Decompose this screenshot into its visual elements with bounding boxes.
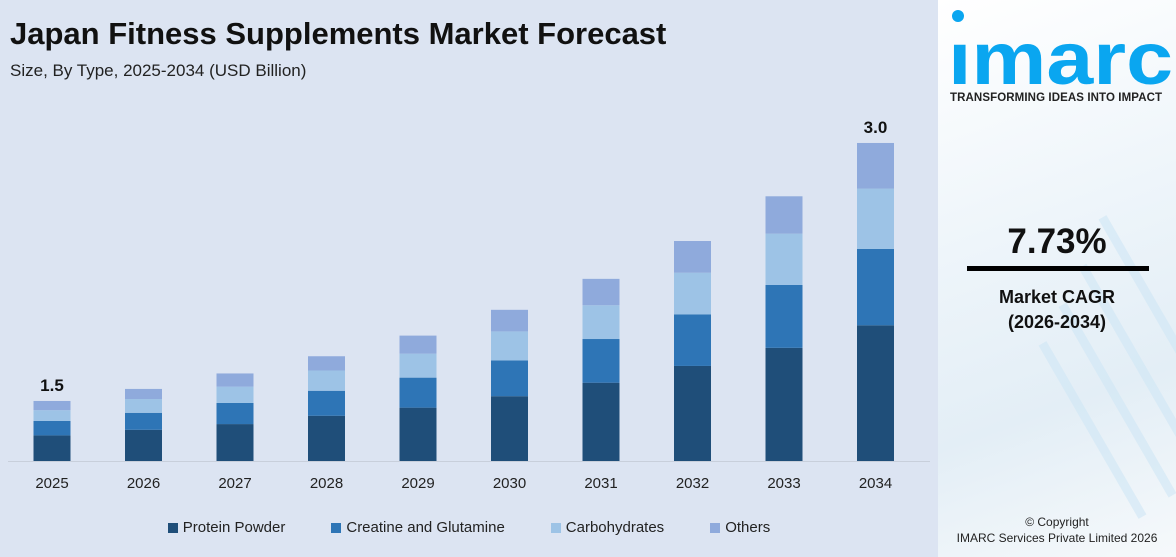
- bar-segment-2027-protein-powder: [216, 424, 254, 461]
- x-tick-label: 2030: [493, 475, 526, 492]
- chart-panel: Japan Fitness Supplements Market Forecas…: [0, 16, 938, 536]
- bar-segment-2029-carbohydrates: [399, 353, 437, 378]
- company-name: IMARC Services Private Limited 2026: [956, 531, 1158, 545]
- svg-text:ımarc: ımarc: [948, 17, 1173, 88]
- x-tick-label: 2027: [218, 475, 251, 492]
- bar-segment-2032-creatine-and-glutamine: [674, 314, 711, 366]
- bar-segment-2031-protein-powder: [582, 382, 620, 461]
- bar-segment-2030-others: [491, 309, 528, 332]
- bar-segment-2027-creatine-and-glutamine: [216, 402, 254, 425]
- bar-segment-2029-others: [399, 335, 437, 354]
- legend-item: Protein Powder: [167, 519, 286, 536]
- bar-segment-2027-others: [216, 373, 254, 387]
- x-tick-label: 2026: [127, 475, 160, 492]
- total-label: 1.5: [40, 376, 64, 395]
- bar-segment-2025-carbohydrates: [33, 410, 71, 421]
- x-tick-label: 2029: [401, 475, 434, 492]
- stacked-bar-chart: 2025 1.5 2026 2027 2028 2029 2030 2031 2032 2033 2…: [8, 118, 930, 492]
- divider: [967, 266, 1149, 271]
- legend-swatch: [710, 522, 721, 533]
- bar-segment-2034-others: [857, 142, 894, 189]
- legend-item: Carbohydrates: [550, 519, 665, 536]
- bar-segment-2031-carbohydrates: [582, 305, 620, 340]
- bar-segment-2026-others: [125, 388, 162, 400]
- bar-segment-2033-others: [765, 196, 803, 234]
- x-tick-label: 2028: [310, 475, 343, 492]
- cagr-label: Market CAGR (2026-2034): [938, 285, 1176, 335]
- bar-segment-2032-others: [674, 241, 711, 273]
- copyright-text: © Copyright: [1025, 515, 1089, 529]
- legend-label: Protein Powder: [182, 519, 286, 536]
- chart-subtitle: Size, By Type, 2025-2034 (USD Billion): [10, 61, 307, 80]
- cagr-value: 7.73%: [1007, 222, 1107, 261]
- logo-tagline: TRANSFORMING IDEAS INTO IMPACT: [950, 92, 1163, 104]
- x-tick-label: 2031: [584, 475, 617, 492]
- bar-segment-2028-creatine-and-glutamine: [308, 390, 345, 416]
- legend-item: Creatine and Glutamine: [331, 519, 505, 536]
- bar-segment-2025-others: [33, 400, 71, 411]
- bar-segment-2029-creatine-and-glutamine: [399, 377, 437, 408]
- bar-segment-2033-carbohydrates: [765, 233, 803, 285]
- bar-segment-2033-creatine-and-glutamine: [765, 284, 803, 348]
- bar-segment-2030-carbohydrates: [491, 331, 528, 361]
- bar-segment-2030-protein-powder: [491, 396, 528, 461]
- bar-segment-2034-protein-powder: [857, 325, 894, 461]
- x-tick-label: 2032: [676, 475, 709, 492]
- bar-segment-2031-creatine-and-glutamine: [582, 339, 620, 383]
- chart-title: Japan Fitness Supplements Market Forecas…: [10, 16, 667, 51]
- total-label: 3.0: [864, 118, 888, 137]
- legend-label: Carbohydrates: [565, 519, 665, 536]
- bar-segment-2032-carbohydrates: [674, 272, 711, 315]
- bar-segment-2025-creatine-and-glutamine: [33, 420, 71, 436]
- bar-segment-2026-creatine-and-glutamine: [125, 412, 162, 430]
- sidebar: ımarc TRANSFORMING IDEAS INTO IMPACT 7.7…: [938, 0, 1176, 557]
- bar-segment-2031-others: [582, 278, 620, 306]
- bar-segment-2034-creatine-and-glutamine: [857, 248, 894, 326]
- bar-segment-2028-protein-powder: [308, 415, 345, 461]
- bar-segment-2028-others: [308, 356, 345, 371]
- legend-label: Creatine and Glutamine: [346, 519, 505, 536]
- legend-label: Others: [725, 519, 771, 536]
- x-tick-label: 2025: [35, 475, 68, 492]
- legend: Protein Powder Creatine and Glutamine Carb…: [0, 519, 938, 536]
- bar-segment-2028-carbohydrates: [308, 370, 345, 391]
- bar-segment-2029-protein-powder: [399, 407, 437, 461]
- copyright: © Copyright IMARC Services Private Limit…: [938, 514, 1176, 546]
- x-tick-label: 2033: [767, 475, 800, 492]
- x-tick-label: 2034: [859, 475, 892, 492]
- legend-item: Others: [710, 519, 770, 536]
- bar-segment-2034-carbohydrates: [857, 188, 894, 249]
- bar-segment-2032-protein-powder: [674, 365, 711, 461]
- legend-swatch: [167, 522, 178, 533]
- legend-swatch: [550, 522, 561, 533]
- bar-segment-2026-protein-powder: [125, 429, 162, 461]
- cagr-label-text: Market CAGR: [998, 287, 1116, 307]
- imarc-logo: ımarc: [948, 10, 1173, 88]
- legend-swatch: [331, 522, 342, 533]
- bar-segment-2027-carbohydrates: [216, 386, 254, 403]
- bar-segment-2033-protein-powder: [765, 347, 803, 461]
- bar-segment-2030-creatine-and-glutamine: [491, 360, 528, 397]
- cagr-period: (2026-2034): [1007, 312, 1107, 332]
- bar-segment-2025-protein-powder: [33, 435, 71, 461]
- bar-segment-2026-carbohydrates: [125, 399, 162, 413]
